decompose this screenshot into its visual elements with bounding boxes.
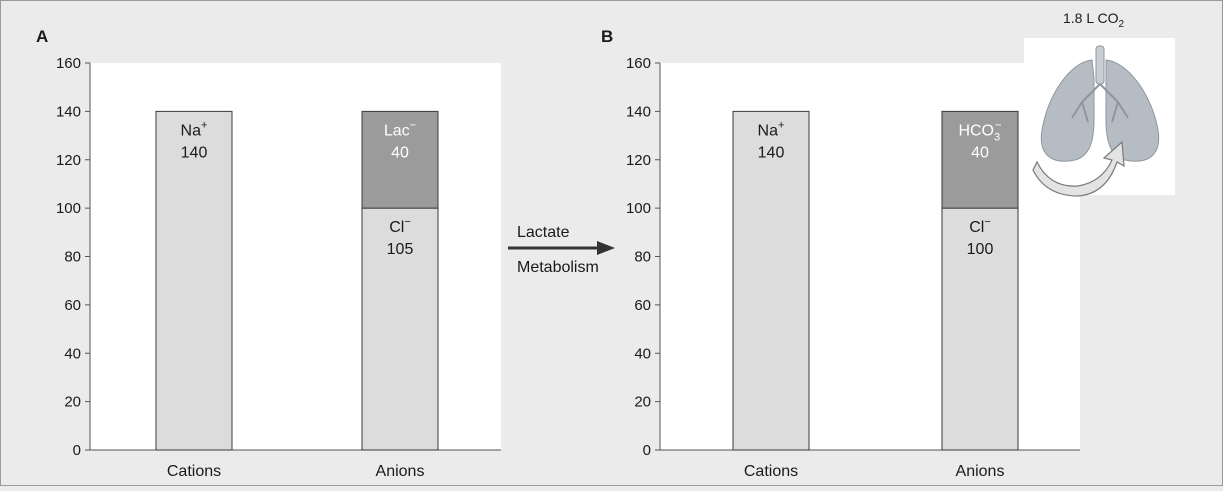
panel-a-bar-anions-lac [361, 110, 439, 209]
panel-b-segment-label: HCO3− [958, 119, 1001, 143]
panel-a-segment-label: Na+ [181, 119, 208, 139]
panel-b-segment-value: 40 [971, 144, 989, 161]
panel-b-x-tick-label: Cations [744, 463, 798, 480]
panel-a-y-tick-label: 80 [64, 249, 81, 266]
panel-a-y-tick-label: 20 [64, 394, 81, 411]
panel-a-plot-area [90, 63, 501, 450]
panel-a-bar-anions-cl [361, 207, 439, 451]
panel-a-y-tick-label: 100 [56, 200, 81, 217]
metabolism-arrow: Lactate Metabolism [508, 224, 615, 276]
panel-a-segment-label: Cl− [389, 216, 411, 236]
panel-b: B 0 20 40 60 80 100 120 140 160 Cations Anions Na+ 14… [601, 27, 1080, 480]
arrow-head-icon [597, 241, 615, 255]
panel-b-y-tick-label: 40 [634, 345, 651, 362]
circular-arrow-icon [1032, 140, 1125, 197]
arrow-label-line2: Metabolism [517, 259, 599, 276]
panel-a-y-tick-label: 120 [56, 152, 81, 169]
lung-illustration: 1.8 L CO2 [1024, 10, 1175, 197]
panel-b-segment-label: Na+ [758, 119, 785, 139]
panel-b-y-tick-label: 60 [634, 297, 651, 314]
panel-b-y-tick-label: 0 [643, 442, 651, 459]
panel-b-bar-cations-na [732, 110, 810, 451]
panel-b-y-tick-label: 140 [626, 103, 651, 120]
panel-b-letter: B [601, 27, 613, 46]
panel-b-y-tick-label: 120 [626, 152, 651, 169]
panel-b-y-tick-label: 160 [626, 55, 651, 72]
panel-b-y-tick-label: 100 [626, 200, 651, 217]
panel-b-y-tick-label: 80 [634, 249, 651, 266]
panel-a-letter: A [36, 27, 48, 46]
panel-b-x-tick-label: Anions [956, 463, 1005, 480]
panel-a: A 0 20 40 60 80 100 120 140 160 Cations Anions Na+ 14… [36, 27, 501, 480]
panel-b-segment-label: Cl− [969, 216, 991, 236]
panel-a-x-tick-label: Anions [376, 463, 425, 480]
panel-a-y-tick-label: 0 [73, 442, 81, 459]
panel-a-y-tick-label: 60 [64, 297, 81, 314]
arrow-label-line1: Lactate [517, 224, 570, 241]
panel-b-segment-value: 140 [758, 144, 785, 161]
panel-b-y-tick-label: 20 [634, 394, 651, 411]
panel-b-segment-value: 100 [967, 241, 994, 258]
panel-a-y-tick-label: 140 [56, 103, 81, 120]
lung-caption: 1.8 L CO2 [1063, 10, 1125, 30]
panel-a-segment-value: 140 [181, 144, 208, 161]
panel-a-segment-value: 40 [391, 144, 409, 161]
panel-a-segment-label: Lac− [384, 119, 416, 139]
panel-a-x-tick-label: Cations [167, 463, 221, 480]
panel-b-bar-anions-hco [941, 110, 1019, 209]
panel-a-y-tick-label: 160 [56, 55, 81, 72]
panel-a-y-tick-label: 40 [64, 345, 81, 362]
lungs-icon [1040, 45, 1160, 162]
panel-a-bar-cations-na [155, 110, 233, 451]
panel-a-segment-value: 105 [387, 241, 414, 258]
